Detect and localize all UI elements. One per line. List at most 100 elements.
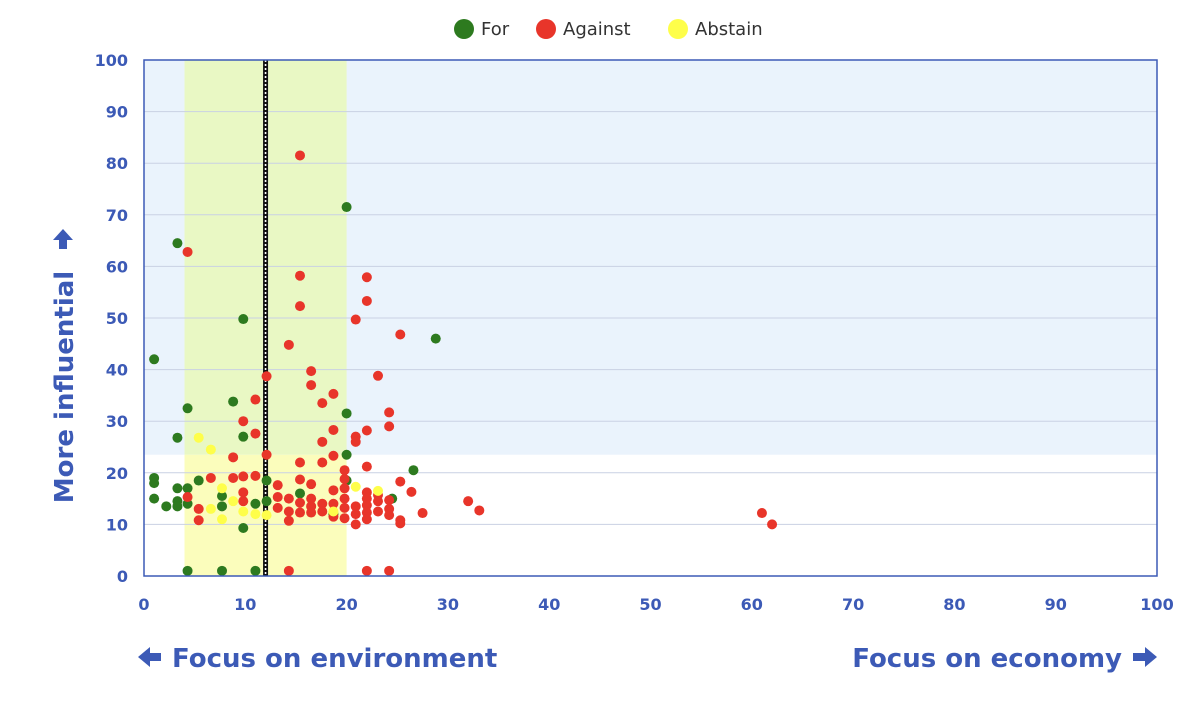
point-against: [272, 502, 283, 513]
x-tick-label: 100: [1140, 595, 1173, 614]
point-against: [361, 461, 372, 472]
point-abstain: [217, 483, 228, 494]
legend-item-for: For: [454, 19, 510, 40]
point-for: [172, 483, 183, 494]
point-against: [182, 246, 193, 257]
x-tick-label: 90: [1045, 595, 1067, 614]
point-abstain: [328, 506, 339, 517]
point-for: [161, 501, 172, 512]
point-against: [228, 452, 239, 463]
legend-swatch: [536, 19, 556, 39]
x-axis-left-title: Focus on environment: [138, 644, 497, 674]
point-against: [328, 498, 339, 509]
point-against: [283, 506, 294, 517]
point-against: [350, 501, 361, 512]
point-for: [217, 491, 228, 502]
point-abstain: [205, 444, 216, 455]
x-tick-label: 60: [741, 595, 763, 614]
x-tick-label: 40: [538, 595, 560, 614]
point-against: [373, 370, 384, 381]
x-tick-label: 0: [138, 595, 149, 614]
point-for: [250, 498, 261, 509]
point-against: [306, 507, 317, 518]
point-against: [272, 480, 283, 491]
point-abstain: [228, 496, 239, 507]
point-against: [373, 496, 384, 507]
y-axis-label: More influential: [50, 271, 80, 503]
point-against: [295, 507, 306, 518]
point-against: [350, 509, 361, 520]
point-for: [182, 565, 193, 576]
point-against: [361, 272, 372, 283]
point-against: [238, 496, 249, 507]
point-against: [295, 474, 306, 485]
point-against: [283, 515, 294, 526]
point-against: [756, 508, 767, 519]
point-against: [395, 329, 406, 340]
x-tick-label: 10: [234, 595, 256, 614]
point-against: [283, 493, 294, 504]
point-against: [317, 436, 328, 447]
point-for: [172, 501, 183, 512]
y-tick-label: 90: [106, 103, 128, 122]
point-against: [328, 450, 339, 461]
point-abstain: [238, 506, 249, 517]
legend-item-against: Against: [536, 19, 631, 40]
point-for: [149, 354, 160, 365]
point-for: [149, 493, 160, 504]
point-for: [228, 396, 239, 407]
point-against: [205, 472, 216, 483]
point-for: [217, 565, 228, 576]
point-against: [350, 436, 361, 447]
y-tick-label: 40: [106, 361, 128, 380]
point-against: [339, 473, 350, 484]
y-tick-label: 50: [106, 309, 128, 328]
point-against: [295, 301, 306, 312]
point-for: [261, 496, 272, 507]
x-tick-label: 50: [639, 595, 661, 614]
point-against: [339, 513, 350, 524]
point-against: [395, 518, 406, 529]
legend: For Against Abstain: [454, 19, 763, 40]
series-abstain: [193, 432, 384, 525]
x-axis-right-title: Focus on economy: [852, 644, 1157, 674]
point-abstain: [250, 509, 261, 520]
y-tick-label: 100: [95, 51, 128, 70]
x-tick-label: 80: [943, 595, 965, 614]
point-for: [261, 475, 272, 486]
point-against: [373, 506, 384, 517]
point-against: [238, 487, 249, 498]
point-against: [193, 503, 204, 514]
point-against: [417, 508, 428, 519]
y-tick-label: 0: [117, 567, 128, 586]
point-against: [272, 492, 283, 503]
legend-label: Against: [563, 19, 631, 40]
point-for: [193, 475, 204, 486]
point-against: [295, 457, 306, 468]
point-abstain: [193, 432, 204, 443]
legend-label: For: [481, 19, 510, 40]
point-against: [250, 428, 261, 439]
point-abstain: [373, 485, 384, 496]
point-against: [339, 483, 350, 494]
point-against: [328, 424, 339, 435]
x-axis-right-label: Focus on economy: [852, 644, 1122, 674]
point-against: [361, 295, 372, 306]
arrow-right-icon: [1133, 647, 1157, 667]
point-for: [341, 202, 352, 213]
point-for: [238, 431, 249, 442]
point-against: [361, 500, 372, 511]
point-against: [250, 470, 261, 481]
point-against: [361, 425, 372, 436]
point-against: [283, 339, 294, 350]
point-against: [283, 565, 294, 576]
legend-swatch: [454, 19, 474, 39]
y-tick-label: 10: [106, 515, 128, 534]
point-abstain: [350, 481, 361, 492]
arrow-left-icon: [138, 647, 161, 667]
x-tick-labels: 0 10 20 30 40 50 60 70 80 90 100: [138, 595, 1173, 614]
point-against: [238, 416, 249, 427]
point-against: [339, 493, 350, 504]
point-against: [306, 479, 317, 490]
